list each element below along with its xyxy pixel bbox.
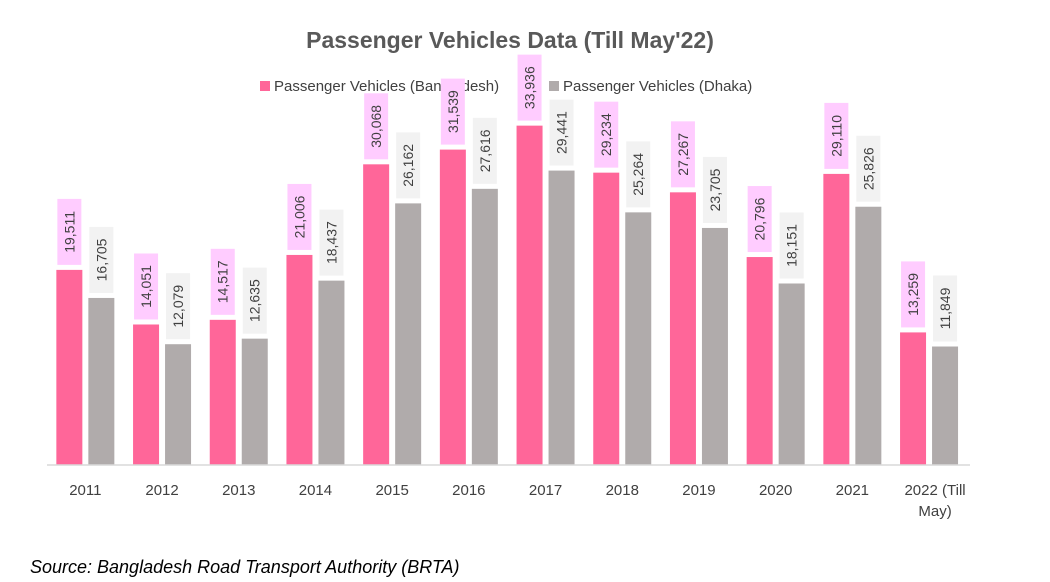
bar-1-7	[625, 212, 652, 465]
legend-label-0: Passenger Vehicles (Bangladesh)	[274, 78, 499, 95]
x-tick-labels: 2011 2012 2013 2014 2015 2016 2017 2018 2019 2020…	[69, 482, 965, 520]
data-label-0-7: 29,234	[598, 113, 614, 156]
x-tick-label-2: 2013	[222, 482, 255, 499]
data-label-1-5: 27,616	[477, 129, 493, 172]
bar-1-5	[471, 188, 498, 465]
data-label-bg-1-11	[933, 275, 958, 342]
chart-title: Passenger Vehicles Data (Till May'22)	[306, 27, 714, 53]
data-label-bg-1-4	[396, 132, 421, 199]
bar-1-3	[318, 280, 345, 465]
data-label-0-4: 30,068	[368, 105, 384, 148]
data-label-0-3: 21,006	[291, 195, 307, 238]
data-label-0-9: 20,796	[752, 197, 768, 240]
data-label-1-0: 16,705	[93, 238, 109, 281]
data-label-bg-0-11	[901, 261, 926, 328]
data-label-1-10: 25,826	[860, 147, 876, 190]
data-label-0-10: 29,110	[828, 115, 844, 157]
bar-0-7	[593, 172, 620, 465]
data-label-bg-1-0	[89, 226, 114, 293]
legend-swatch-1	[549, 81, 559, 91]
data-label-bg-0-0	[57, 198, 82, 265]
bar-1-2	[241, 338, 268, 465]
bar-0-1	[133, 324, 160, 465]
data-label-0-6: 33,936	[522, 66, 538, 109]
source-note: Source: Bangladesh Road Transport Author…	[30, 557, 460, 577]
data-label-bg-1-1	[166, 273, 191, 340]
data-label-1-1: 12,079	[170, 285, 186, 328]
x-tick-label-10: 2021	[836, 482, 869, 499]
data-label-1-7: 25,264	[630, 153, 646, 196]
data-label-0-1: 14,051	[138, 265, 154, 308]
x-tick-label-0: 2011	[69, 482, 101, 499]
legend-label-1: Passenger Vehicles (Dhaka)	[563, 78, 752, 95]
data-label-bg-0-4	[364, 93, 389, 160]
data-label-1-2: 12,635	[247, 279, 263, 322]
bars-layer	[56, 125, 959, 466]
data-label-1-11: 11,849	[937, 287, 953, 329]
data-label-0-0: 19,511	[61, 211, 77, 253]
legend: Passenger Vehicles (Bangladesh) Passenger…	[260, 78, 752, 95]
bar-1-6	[548, 170, 575, 465]
data-label-bg-0-3	[287, 183, 312, 250]
data-label-1-9: 18,151	[784, 224, 800, 267]
x-tick-label-7: 2018	[606, 482, 639, 499]
data-label-bg-1-8	[702, 156, 727, 223]
bar-0-0	[56, 269, 83, 465]
data-label-0-8: 27,267	[675, 133, 691, 176]
bar-0-2	[209, 319, 236, 465]
data-label-bg-0-2	[210, 248, 235, 315]
bar-1-8	[701, 227, 728, 465]
bar-1-4	[395, 203, 422, 465]
data-label-1-3: 18,437	[323, 221, 339, 264]
data-label-bg-1-5	[472, 117, 497, 184]
x-tick-label-9: 2020	[759, 482, 792, 499]
data-label-bg-0-9	[747, 186, 772, 253]
bar-0-5	[439, 149, 466, 466]
x-tick-label-5: 2016	[452, 482, 485, 499]
bar-1-1	[165, 344, 192, 465]
data-label-bg-0-5	[440, 78, 465, 145]
x-tick-label-8: 2019	[682, 482, 715, 499]
data-label-1-4: 26,162	[400, 144, 416, 187]
data-label-0-2: 14,517	[215, 260, 231, 303]
bar-0-6	[516, 125, 543, 465]
data-label-bg-1-9	[779, 212, 804, 279]
data-label-bg-1-7	[626, 141, 651, 208]
data-label-bg-1-3	[319, 209, 344, 276]
x-tick-label-1: 2012	[145, 482, 178, 499]
bar-1-0	[88, 297, 115, 465]
data-label-bg-0-1	[134, 253, 159, 320]
bar-1-10	[855, 206, 882, 466]
bar-0-3	[286, 254, 313, 465]
data-label-bg-0-8	[670, 121, 695, 188]
bar-1-11	[932, 346, 959, 465]
x-tick-label-3: 2014	[299, 482, 332, 499]
x-tick-label-6: 2017	[529, 482, 562, 499]
data-label-0-11: 13,259	[905, 273, 921, 316]
data-label-bg-1-6	[549, 99, 574, 166]
data-label-bg-0-6	[517, 54, 542, 121]
x-tick-label-4: 2015	[375, 482, 408, 499]
data-label-1-6: 29,441	[554, 111, 570, 154]
data-label-bg-1-2	[242, 267, 267, 334]
bar-0-4	[363, 164, 390, 465]
x-tick-label-11: 2022 (Till May)	[904, 482, 965, 520]
data-label-bg-0-7	[594, 101, 619, 168]
bar-0-8	[669, 192, 696, 465]
data-labels-layer: 19,511 16,705 14,051 12,079 14,517 12,635 21,0…	[57, 54, 958, 342]
bar-1-9	[778, 283, 805, 465]
data-label-bg-1-10	[856, 135, 881, 202]
data-label-bg-0-10	[824, 102, 849, 169]
data-label-1-8: 23,705	[707, 168, 723, 211]
legend-swatch-0	[260, 81, 270, 91]
bar-0-11	[900, 332, 927, 465]
data-label-0-5: 31,539	[445, 90, 461, 133]
bar-0-9	[746, 257, 773, 465]
bar-0-10	[823, 173, 850, 465]
